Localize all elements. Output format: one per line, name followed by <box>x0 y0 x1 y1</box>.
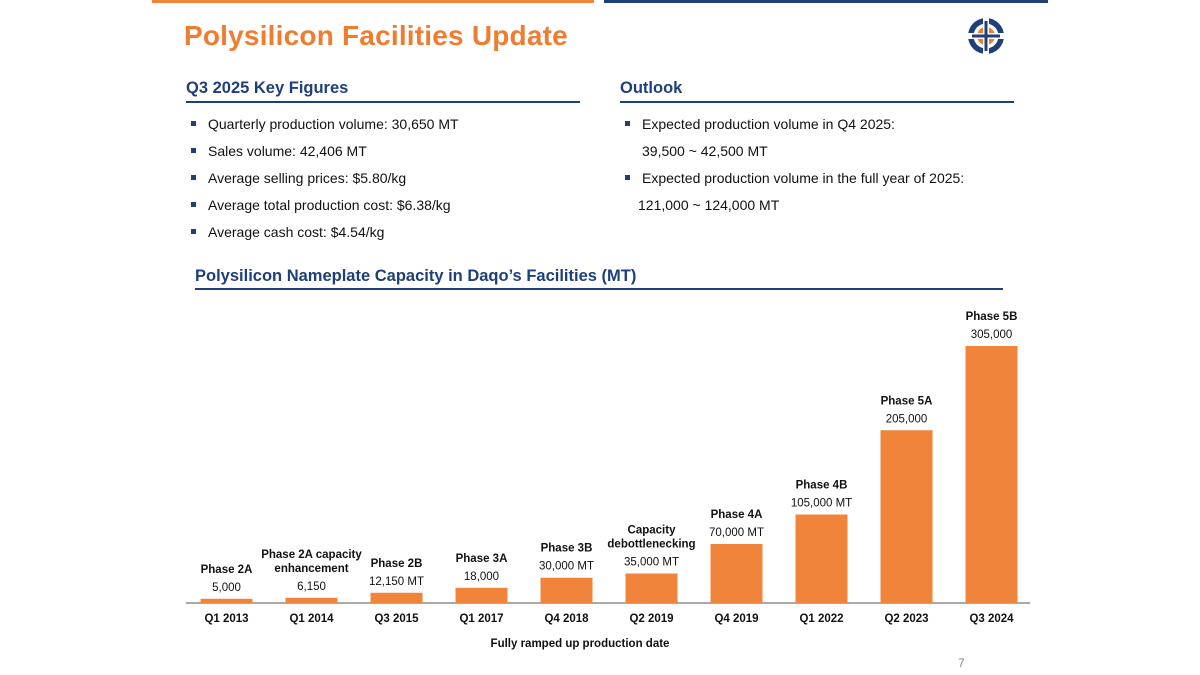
bar-value-label: 18,000 <box>464 571 499 583</box>
key-figure-item: Average total production cost: $6.38/kg <box>188 196 459 223</box>
bar <box>965 346 1018 603</box>
bar <box>455 587 508 603</box>
bar-value-label: 205,000 <box>886 413 928 425</box>
bar-phase-label: Phase 3A <box>456 553 508 565</box>
bar-value-label: 305,000 <box>971 329 1013 341</box>
x-tick-label: Q3 2024 <box>969 613 1014 625</box>
outlook-rule <box>620 101 1014 103</box>
outlook-list: Expected production volume in Q4 2025: 3… <box>622 115 964 223</box>
key-figure-item: Quarterly production volume: 30,650 MT <box>188 115 459 142</box>
bullet-square-icon <box>191 229 196 234</box>
x-tick-label: Q4 2019 <box>714 613 758 625</box>
bar-value-label: 5,000 <box>212 582 241 594</box>
key-figure-item: Average selling prices: $5.80/kg <box>188 169 459 196</box>
outlook-item-value: 39,500 ~ 42,500 MT <box>642 143 768 159</box>
bar <box>795 514 848 603</box>
bar-phase-label: Phase 5B <box>966 311 1018 323</box>
x-tick-label: Q2 2019 <box>629 613 673 625</box>
key-figures-rule <box>186 101 580 103</box>
key-figure-item: Average cash cost: $4.54/kg <box>188 223 459 250</box>
top-accent-bar-navy <box>604 0 1048 3</box>
x-tick-label: Q1 2014 <box>289 613 334 625</box>
chart-title-rule <box>195 288 1003 290</box>
page-number: 7 <box>958 656 965 670</box>
bar <box>200 598 253 603</box>
page-title: Polysilicon Facilities Update <box>184 20 568 51</box>
daqo-logo-icon <box>968 18 1004 54</box>
bullet-square-icon <box>191 121 196 126</box>
x-tick-label: Q1 2013 <box>204 613 248 625</box>
outlook-heading: Outlook <box>620 79 683 97</box>
key-figure-item: Sales volume: 42,406 MT <box>188 142 459 169</box>
x-axis-label: Fully ramped up production date <box>491 638 670 650</box>
bar <box>370 592 423 603</box>
bullet-square-icon <box>191 148 196 153</box>
bar-phase-label: Phase 2A <box>201 564 253 576</box>
x-tick-label: Q3 2015 <box>374 613 419 625</box>
bar-value-label: 30,000 MT <box>539 561 594 573</box>
chart-title: Polysilicon Nameplate Capacity in Daqo’s… <box>195 267 636 285</box>
bar-phase-label: enhancement <box>274 563 348 575</box>
key-figures-heading: Q3 2025 Key Figures <box>186 79 349 97</box>
bar-value-label: 35,000 MT <box>624 557 679 569</box>
bullet-square-icon <box>625 121 630 126</box>
bar-value-label: 6,150 <box>297 581 326 593</box>
bar-phase-label: Phase 4A <box>711 509 763 521</box>
top-accent-bar-orange <box>152 0 594 3</box>
outlook-item: Expected production volume in Q4 2025: <box>622 115 964 142</box>
bar-phase-label: Phase 4B <box>796 480 848 492</box>
bullet-square-icon <box>625 175 630 180</box>
outlook-item: Expected production volume in the full y… <box>622 169 964 196</box>
bar-phase-label: Capacity <box>628 525 677 537</box>
bar-phase-label: Phase 2B <box>371 558 423 570</box>
x-tick-label: Q2 2023 <box>884 613 928 625</box>
bar <box>710 544 763 603</box>
bar-phase-label: Phase 2A capacity <box>261 549 362 561</box>
bar-value-label: 12,150 MT <box>369 576 424 588</box>
bar <box>880 430 933 603</box>
key-figures-list: Quarterly production volume: 30,650 MT S… <box>188 115 459 250</box>
x-tick-label: Q1 2017 <box>459 613 503 625</box>
bar-phase-label: Phase 3B <box>541 543 593 555</box>
bar <box>285 597 338 603</box>
bar <box>540 577 593 603</box>
bar-value-label: 70,000 MT <box>709 527 764 539</box>
outlook-item-value: 121,000 ~ 124,000 MT <box>638 197 780 213</box>
x-tick-label: Q1 2022 <box>799 613 843 625</box>
bar <box>625 573 678 603</box>
x-tick-label: Q4 2018 <box>544 613 589 625</box>
bar-value-label: 105,000 MT <box>791 498 852 510</box>
bullet-square-icon <box>191 202 196 207</box>
bullet-square-icon <box>191 175 196 180</box>
bar-phase-label: debottlenecking <box>607 539 695 551</box>
bar-phase-label: Phase 5A <box>881 395 933 407</box>
